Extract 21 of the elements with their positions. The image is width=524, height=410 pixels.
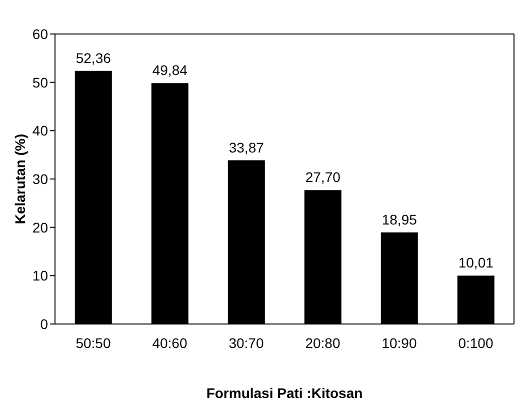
x-tick-label: 20:80: [305, 334, 340, 351]
x-tick-label: 50:50: [76, 334, 111, 351]
data-label: 27,70: [305, 169, 341, 186]
data-label: 33,87: [228, 139, 264, 156]
x-tick-label: 10:90: [382, 334, 417, 351]
y-tick-label: 40: [32, 122, 48, 139]
data-label: 18,95: [382, 211, 418, 228]
y-tick-label: 60: [32, 26, 48, 42]
y-tick-label: 10: [32, 268, 48, 284]
x-tick-label: 30:70: [228, 334, 264, 351]
x-tick-label: 0:100: [458, 334, 494, 351]
x-tick-label: 40:60: [152, 334, 188, 351]
data-label: 49,84: [152, 62, 188, 78]
x-axis-title: Formulasi Pati :Kitosan: [206, 385, 363, 401]
y-tick-label: 0: [40, 316, 48, 332]
y-tick-label: 30: [32, 170, 48, 187]
data-label: 10,01: [458, 254, 494, 271]
y-axis-title: Kelarutan (%): [12, 134, 28, 224]
y-tick-label: 20: [32, 219, 48, 236]
data-label: 52,36: [76, 50, 112, 66]
y-tick-label: 50: [32, 74, 48, 90]
